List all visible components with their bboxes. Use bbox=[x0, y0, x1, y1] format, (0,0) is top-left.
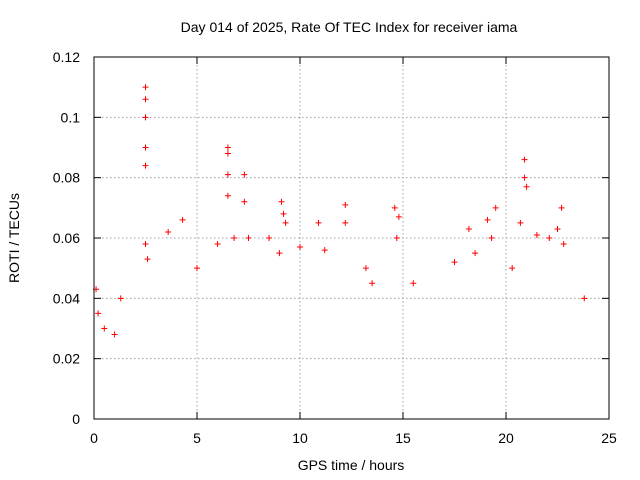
data-point bbox=[224, 171, 231, 178]
data-point bbox=[492, 204, 499, 211]
y-tick-label: 0.02 bbox=[53, 351, 80, 367]
x-tick-label: 15 bbox=[395, 430, 411, 446]
data-point bbox=[95, 310, 102, 317]
data-point bbox=[451, 259, 458, 266]
data-point bbox=[101, 325, 108, 332]
axis-ticks-layer bbox=[93, 56, 610, 420]
data-point bbox=[111, 331, 118, 338]
data-point bbox=[554, 225, 561, 232]
data-point bbox=[224, 150, 231, 157]
data-point bbox=[280, 210, 287, 217]
data-point bbox=[546, 235, 553, 241]
data-point bbox=[165, 228, 172, 235]
data-point bbox=[231, 235, 238, 241]
data-point bbox=[142, 96, 149, 103]
data-point bbox=[194, 265, 200, 272]
data-point bbox=[224, 144, 231, 151]
chart-title: Day 014 of 2025, Rate Of TEC Index for r… bbox=[181, 19, 518, 35]
data-point bbox=[179, 216, 186, 223]
data-point bbox=[142, 84, 149, 91]
data-point bbox=[395, 213, 402, 220]
data-point bbox=[391, 204, 398, 211]
data-point bbox=[558, 204, 565, 211]
data-point bbox=[315, 219, 322, 226]
data-point bbox=[488, 235, 495, 241]
data-point bbox=[241, 171, 248, 178]
y-tick-label: 0.08 bbox=[53, 170, 80, 186]
data-point bbox=[517, 219, 524, 226]
y-tick-label: 0.06 bbox=[53, 230, 80, 246]
data-point bbox=[321, 247, 328, 254]
x-tick-label: 0 bbox=[90, 430, 98, 446]
data-point bbox=[362, 265, 369, 272]
data-point bbox=[465, 225, 472, 232]
x-tick-label: 25 bbox=[601, 430, 617, 446]
data-points-layer bbox=[93, 84, 588, 338]
data-point bbox=[342, 201, 349, 208]
data-point bbox=[393, 235, 400, 241]
data-point bbox=[241, 198, 248, 205]
data-point bbox=[142, 144, 149, 151]
y-tick-label: 0.04 bbox=[53, 290, 80, 306]
data-point bbox=[472, 250, 479, 257]
data-point bbox=[581, 295, 588, 302]
y-tick-label: 0.12 bbox=[53, 49, 80, 65]
y-tick-labels: 0 0.02 0.04 0.06 0.08 0.1 0.12 bbox=[53, 49, 80, 427]
data-point bbox=[282, 219, 289, 226]
data-point bbox=[523, 183, 530, 190]
y-axis-label: ROTI / TECUs bbox=[6, 193, 22, 283]
data-point bbox=[533, 231, 540, 238]
x-tick-label: 20 bbox=[498, 430, 514, 446]
data-point bbox=[117, 295, 124, 302]
x-tick-label: 10 bbox=[292, 430, 308, 446]
data-point bbox=[560, 241, 567, 248]
data-point bbox=[369, 280, 376, 287]
grid-layer bbox=[94, 57, 609, 419]
data-point bbox=[484, 216, 491, 223]
data-point bbox=[278, 198, 285, 205]
data-point bbox=[214, 241, 221, 248]
data-point bbox=[142, 162, 149, 169]
x-tick-labels: 0 5 10 15 20 25 bbox=[90, 430, 617, 446]
data-point bbox=[509, 265, 516, 272]
x-axis-label: GPS time / hours bbox=[298, 457, 405, 473]
data-point bbox=[276, 250, 283, 257]
data-point bbox=[142, 241, 149, 248]
data-point bbox=[297, 244, 303, 251]
data-point bbox=[266, 235, 273, 241]
data-point bbox=[521, 174, 528, 181]
data-point bbox=[142, 114, 149, 121]
data-point bbox=[521, 156, 528, 163]
data-point bbox=[245, 235, 252, 241]
data-point bbox=[144, 256, 151, 263]
data-point bbox=[410, 280, 417, 287]
data-point bbox=[342, 219, 349, 226]
y-tick-label: 0 bbox=[72, 411, 80, 427]
data-point bbox=[224, 192, 231, 199]
y-tick-label: 0.1 bbox=[61, 109, 81, 125]
x-tick-label: 5 bbox=[193, 430, 201, 446]
